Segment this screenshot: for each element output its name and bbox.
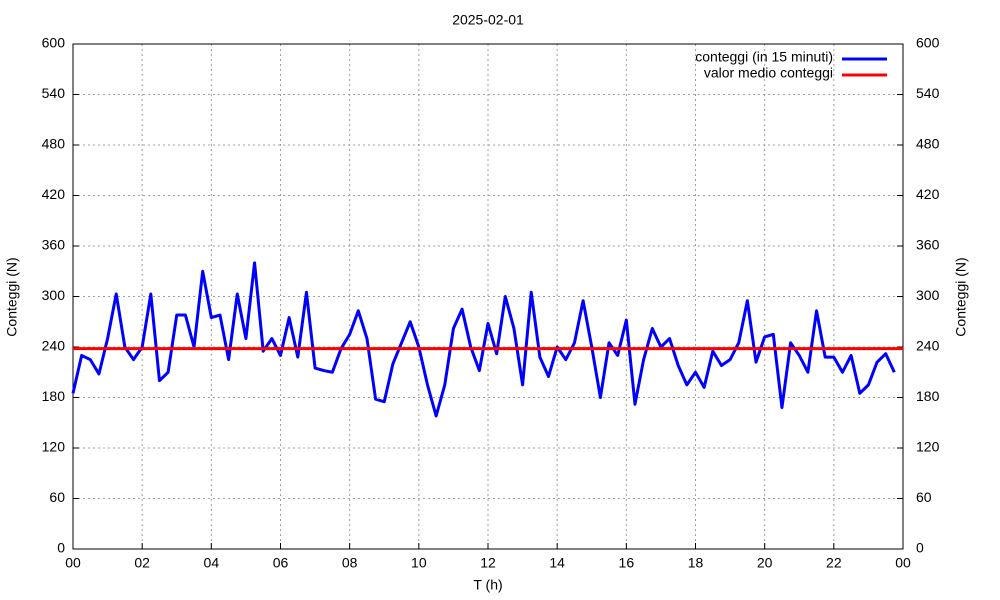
- y-tick-label: 480: [42, 136, 66, 152]
- y2-axis-label: Conteggi (N): [953, 257, 969, 336]
- x-tick-label: 00: [65, 555, 81, 571]
- y-tick-label: 300: [42, 287, 66, 303]
- y2-tick-label: 60: [916, 489, 932, 505]
- y-tick-label: 600: [42, 35, 66, 51]
- y-axis-label: Conteggi (N): [4, 257, 20, 336]
- y2-tick-label: 120: [916, 439, 940, 455]
- x-tick-label: 04: [204, 555, 220, 571]
- y-tick-label: 0: [57, 540, 65, 556]
- legend-label: valor medio conteggi: [704, 65, 833, 81]
- x-tick-label: 14: [549, 555, 565, 571]
- x-tick-label: 00: [895, 555, 911, 571]
- x-tick-label: 02: [134, 555, 150, 571]
- x-tick-label: 12: [480, 555, 496, 571]
- x-tick-label: 18: [688, 555, 704, 571]
- x-tick-label: 22: [826, 555, 842, 571]
- y2-tick-label: 540: [916, 85, 940, 101]
- data-line: [71, 261, 896, 418]
- y-tick-label: 240: [42, 338, 66, 354]
- y-tick-label: 180: [42, 388, 66, 404]
- y-tick-label: 540: [42, 85, 66, 101]
- y2-tick-label: 420: [916, 186, 940, 202]
- legend-label: conteggi (in 15 minuti): [695, 49, 833, 65]
- y-tick-label: 60: [49, 489, 65, 505]
- chart-title: 2025-02-01: [452, 12, 524, 28]
- x-tick-label: 20: [757, 555, 773, 571]
- x-tick-label: 06: [273, 555, 289, 571]
- y-tick-label: 420: [42, 186, 66, 202]
- x-axis-label: T (h): [473, 577, 502, 593]
- y2-tick-label: 240: [916, 338, 940, 354]
- x-tick-label: 16: [619, 555, 635, 571]
- plot-frame: [72, 43, 904, 550]
- x-tick-label: 08: [342, 555, 358, 571]
- y2-tick-label: 180: [916, 388, 940, 404]
- y2-tick-label: 360: [916, 237, 940, 253]
- y2-tick-label: 300: [916, 287, 940, 303]
- y2-tick-label: 600: [916, 35, 940, 51]
- y2-tick-label: 0: [916, 540, 924, 556]
- y-tick-label: 120: [42, 439, 66, 455]
- y-tick-label: 360: [42, 237, 66, 253]
- x-tick-label: 10: [411, 555, 427, 571]
- y2-tick-label: 480: [916, 136, 940, 152]
